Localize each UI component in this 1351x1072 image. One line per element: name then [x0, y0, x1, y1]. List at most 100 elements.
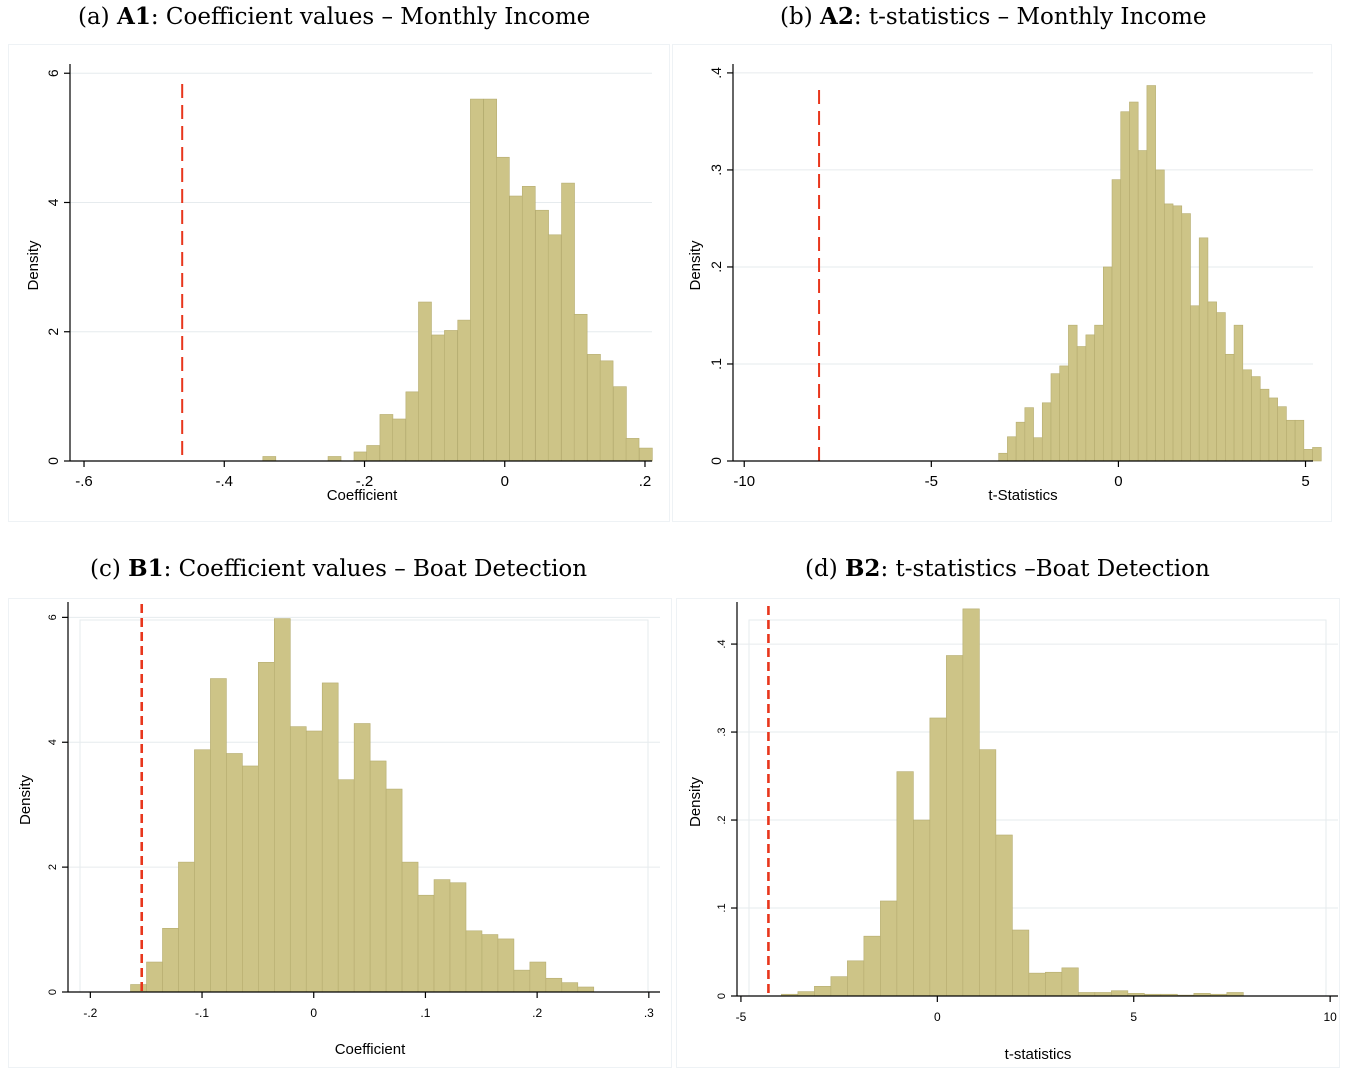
chart3-y-axis-title: Density — [17, 774, 34, 825]
caption-b-prefix: (b) — [780, 4, 813, 30]
chart1-bar-23 — [625, 438, 640, 462]
chart2-bar-35 — [1303, 449, 1313, 462]
chart1-bar-17 — [547, 234, 562, 462]
chart3-bar-2 — [162, 928, 179, 993]
caption-b-tag: A2 — [819, 3, 854, 30]
chart1-x-tick-label-0: -.6 — [75, 473, 93, 490]
chart3-bar-10 — [289, 726, 307, 993]
chart3-bar-26 — [545, 977, 563, 993]
chart4-y-axis-title: Density — [687, 776, 704, 827]
chart2-y-tick-label-3: .3 — [708, 164, 724, 176]
chart1-bar-2 — [353, 451, 368, 462]
chart4-bar-10 — [946, 655, 964, 997]
chart2-bar-14 — [1120, 111, 1130, 462]
chart1-bar-6 — [405, 391, 420, 462]
chart2-bar-23 — [1198, 237, 1209, 462]
chart3-x-tick-label-3: .1 — [420, 1006, 430, 1020]
chart4-bar-8 — [913, 819, 931, 997]
chart2-bar-1 — [1007, 436, 1017, 462]
caption-a-text: : Coefficient values – Monthly Income — [150, 4, 591, 30]
chart2-x-tick-label-0: -10 — [733, 473, 755, 490]
chart2-y-tick-label-0: 0 — [708, 457, 724, 465]
chart3-x-tick-label-2: 0 — [310, 1006, 317, 1020]
caption-c-tag: B1 — [128, 555, 164, 582]
chart1-y-axis-title: Density — [25, 240, 42, 291]
chart2-bar-4 — [1033, 437, 1043, 462]
chart3-bar-9 — [274, 618, 291, 993]
chart4-x-tick-label-2: 5 — [1130, 1010, 1137, 1024]
panel-frame-a — [8, 44, 670, 522]
chart1-bar-21 — [599, 360, 614, 462]
chart3-bar-5 — [210, 678, 227, 993]
chart3-bar-22 — [481, 934, 499, 993]
chart1-bar-10 — [457, 319, 472, 462]
caption-d-tag: B2 — [844, 555, 881, 582]
chart2-bar-7 — [1059, 365, 1069, 462]
chart2-bar-22 — [1190, 305, 1200, 462]
chart1-bar-4 — [379, 414, 394, 462]
chart2-bar-15 — [1129, 101, 1139, 462]
chart3-bar-20 — [449, 882, 467, 993]
caption-c-text: : Coefficient values – Boat Detection — [163, 556, 588, 582]
chart3-bar-27 — [561, 982, 579, 993]
chart2-x-axis-title: t-Statistics — [988, 487, 1057, 504]
chart1-bar-20 — [587, 354, 601, 462]
chart3-y-tick-label-3: 6 — [47, 614, 59, 620]
chart3-bar-24 — [513, 969, 531, 993]
chart1-bar-7 — [418, 301, 432, 462]
caption-a-prefix: (a) — [78, 4, 110, 30]
chart2-bar-36 — [1312, 447, 1322, 462]
chart2-bar-3 — [1024, 407, 1034, 462]
chart1-bar-15 — [521, 186, 536, 462]
chart4-bar-4 — [847, 960, 865, 997]
caption-d: (d) B2: t-statistics –Boat Detection — [805, 555, 1210, 582]
chart1-bar-16 — [535, 209, 549, 462]
panel-frame-c — [8, 598, 672, 1068]
chart1-bar-13 — [496, 156, 510, 462]
chart1-y-tick-label-3: 6 — [45, 69, 61, 77]
chart4-plot-region — [748, 619, 1327, 997]
chart4-y-tick-label-0: 0 — [716, 993, 728, 999]
chart1-x-tick-label-3: 0 — [501, 473, 509, 490]
chart1-bar-0 — [262, 456, 277, 462]
chart1-bar-12 — [483, 98, 497, 462]
chart2-bar-33 — [1286, 419, 1296, 462]
chart2-bar-6 — [1050, 373, 1061, 462]
chart4-x-axis-title: t-statistics — [1005, 1046, 1072, 1063]
chart4-bar-9 — [929, 717, 947, 997]
chart1-bar-18 — [561, 182, 575, 462]
chart3-y-tick-label-2: 4 — [47, 739, 59, 745]
chart2-bar-2 — [1015, 421, 1026, 462]
chart1-bar-14 — [509, 195, 523, 462]
chart4-x-tick-label-3: 10 — [1323, 1010, 1337, 1024]
caption-d-text: : t-statistics –Boat Detection — [880, 556, 1210, 582]
chart4-bar-5 — [863, 935, 881, 997]
chart3-bar-21 — [465, 930, 483, 993]
chart1-bar-9 — [444, 330, 458, 462]
chart4-y-tick-label-1: .1 — [716, 903, 728, 912]
chart2-bar-31 — [1268, 397, 1278, 462]
chart3-x-tick-label-5: .3 — [644, 1006, 654, 1020]
chart2-bar-9 — [1076, 346, 1087, 462]
caption-b-text: : t-statistics – Monthly Income — [853, 4, 1207, 30]
chart3-bar-11 — [305, 730, 323, 993]
chart3-bar-4 — [194, 749, 211, 993]
chart4-bar-13 — [995, 834, 1013, 997]
chart4-bar-12 — [979, 749, 997, 997]
chart2-bar-12 — [1103, 266, 1113, 462]
chart1-x-tick-label-2: -.2 — [356, 473, 374, 490]
chart2-y-tick-label-4: .4 — [708, 67, 724, 79]
chart3-x-axis-title: Coefficient — [335, 1041, 406, 1058]
chart3-bar-1 — [146, 961, 163, 993]
chart3-bar-23 — [497, 938, 515, 993]
chart3-bar-14 — [353, 723, 371, 993]
chart1-bar-3 — [366, 445, 380, 462]
chart3-bar-16 — [385, 788, 403, 993]
chart4-y-tick-label-2: .2 — [716, 815, 728, 824]
chart1-y-tick-label-1: 2 — [45, 328, 61, 336]
chart2-bar-21 — [1181, 213, 1191, 462]
chart1-bar-19 — [573, 313, 588, 462]
chart4-bar-6 — [880, 900, 898, 997]
chart4-y-tick-label-4: .4 — [716, 639, 728, 648]
